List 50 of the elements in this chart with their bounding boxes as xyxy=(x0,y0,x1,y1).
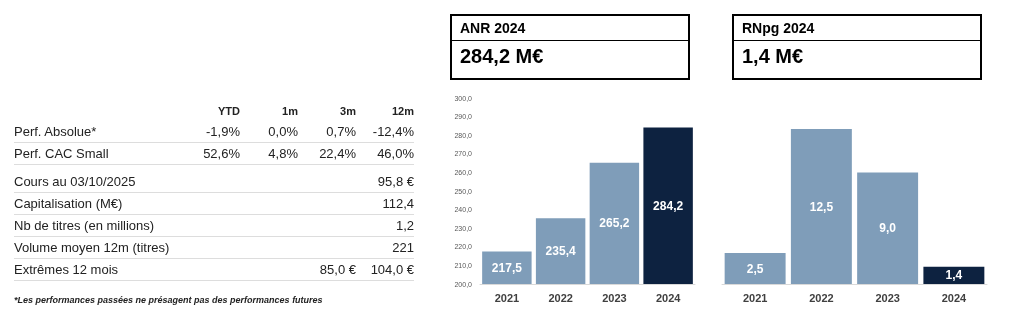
text: 0,0% xyxy=(267,124,298,139)
text: Perf. CAC Small xyxy=(14,146,110,161)
data-label: 2,5 xyxy=(746,261,764,276)
x-tick-label: 2024 xyxy=(941,291,967,304)
bar xyxy=(724,253,786,284)
text: 22,4% xyxy=(318,146,356,161)
text: Cours au 03/10/2025 xyxy=(14,174,137,189)
text: -1,9% xyxy=(205,124,240,139)
text: 4,8% xyxy=(267,146,298,161)
text: 46,0% xyxy=(376,146,414,161)
bar xyxy=(857,172,919,284)
text: 12m xyxy=(390,104,414,117)
chart-subtitle: 284,2 M€ xyxy=(459,44,545,69)
text: Nb de titres (en millions) xyxy=(14,218,156,233)
x-tick-label: 2022 xyxy=(548,291,573,304)
data-label: 12,5 xyxy=(809,199,834,214)
text: 104,0 € xyxy=(369,262,414,277)
text: 3m xyxy=(339,104,356,117)
x-tick-label: 2023 xyxy=(602,291,627,304)
chart-title: ANR 2024 xyxy=(452,16,688,41)
data-label: 1,4 xyxy=(945,268,963,283)
data-label: 265,2 xyxy=(599,216,630,231)
text: 85,0 € xyxy=(318,262,356,277)
bar xyxy=(790,129,852,284)
text: 95,8 € xyxy=(376,174,414,189)
x-tick-label: 2021 xyxy=(494,291,520,304)
x-tick-label: 2021 xyxy=(742,291,768,304)
text: 221 xyxy=(391,240,414,255)
chart-subtitle: 1,4 M€ xyxy=(741,44,805,69)
text: 1m xyxy=(281,104,298,117)
data-label: 217,5 xyxy=(491,260,523,275)
data-label: 9,0 xyxy=(879,221,897,236)
text: Capitalisation (M€) xyxy=(14,196,124,211)
bar xyxy=(923,266,985,284)
text: 1,2 xyxy=(394,218,414,233)
text: Volume moyen 12m (titres) xyxy=(14,240,171,255)
text: Perf. Absolue* xyxy=(14,124,98,139)
text: 52,6% xyxy=(202,146,240,161)
x-tick-label: 2022 xyxy=(809,291,834,304)
text: Extrêmes 12 mois xyxy=(14,262,120,277)
text: *Les performances passées ne présagent pas des performances futures xyxy=(14,294,324,305)
text: 112,4 xyxy=(381,196,414,211)
text: 0,7% xyxy=(325,124,356,139)
x-tick-label: 2024 xyxy=(655,291,682,304)
text: YTD xyxy=(217,104,240,117)
text: -12,4% xyxy=(371,124,414,139)
data-label: 284,2 xyxy=(653,198,684,213)
x-tick-label: 2023 xyxy=(875,291,900,304)
chart-title: RNpg 2024 xyxy=(734,16,980,41)
data-label: 235,4 xyxy=(545,244,576,259)
